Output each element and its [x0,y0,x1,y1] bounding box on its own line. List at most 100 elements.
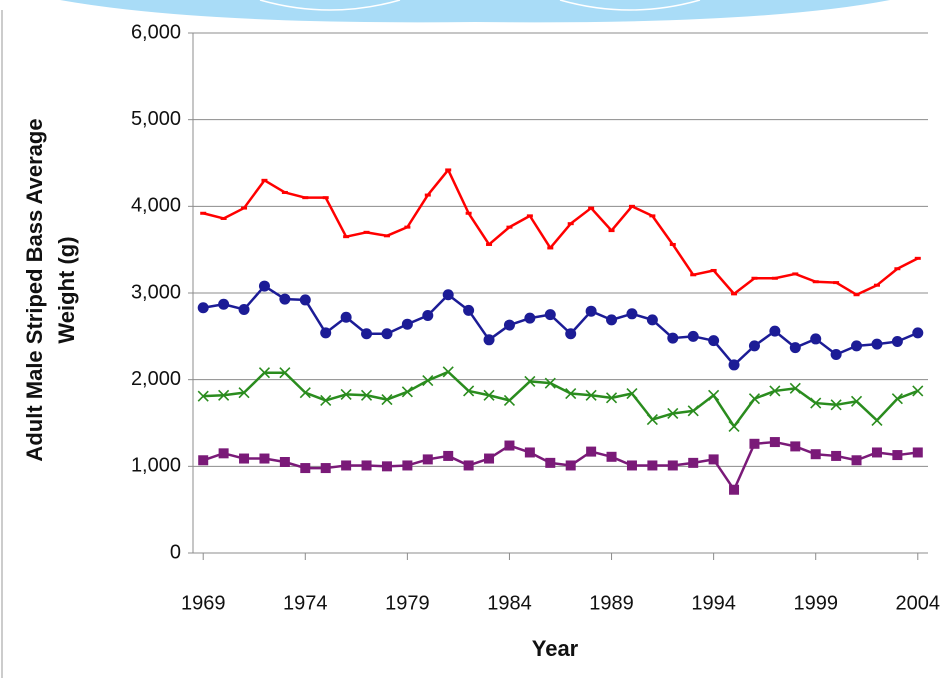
marker [769,325,781,337]
marker [789,382,801,394]
marker [585,389,597,401]
marker [320,394,332,407]
marker [320,463,331,474]
marker [565,328,577,340]
marker [626,460,637,471]
marker [524,375,536,387]
marker [442,366,454,378]
marker [259,453,270,464]
marker [790,441,801,452]
marker [626,387,638,400]
marker [258,367,271,379]
marker [401,386,413,398]
x-tick-label: 1974 [283,592,328,614]
y-tick-label: 1,000 [131,455,181,477]
marker [708,335,720,347]
marker [667,332,679,344]
marker [626,308,638,320]
marker [341,460,352,471]
marker [279,367,291,379]
marker [504,440,515,451]
marker [238,303,250,315]
marker [728,359,740,371]
x-tick-label: 2004 [896,592,941,614]
marker [279,457,290,467]
y-axis-label: Adult Male Striped Bass Average [22,118,47,461]
marker [585,305,597,317]
marker [687,405,699,417]
marker [687,330,699,342]
marker [258,280,270,292]
marker [524,312,536,324]
x-tick-label: 1989 [589,592,634,614]
marker [851,455,862,466]
marker [708,454,719,465]
x-axis-label: Year [532,636,579,661]
marker [830,349,842,361]
marker [483,389,495,401]
marker [565,460,576,471]
marker [503,394,516,407]
marker [484,453,495,464]
marker [463,460,474,471]
top-band [60,0,890,23]
marker [443,450,454,461]
marker [789,342,801,354]
y-tick-label: 6,000 [131,21,181,43]
marker [769,437,780,448]
marker [422,310,434,322]
marker [320,327,332,339]
marker [748,393,761,405]
marker [586,446,597,457]
marker [218,448,229,459]
marker [871,447,882,458]
marker [851,340,863,352]
band-curves [259,0,701,11]
marker [360,389,373,401]
x-tick-label: 1984 [487,592,532,614]
marker [442,289,454,301]
marker [912,447,923,458]
marker [830,399,842,411]
marker [422,454,433,465]
marker [483,334,495,346]
y-axis-label: Weight (g) [54,236,79,343]
marker [544,377,556,389]
marker [748,340,760,352]
marker [749,438,760,449]
marker [769,385,781,397]
marker [361,328,373,340]
marker [198,455,209,466]
marker [381,394,393,406]
marker [831,450,842,461]
x-tick-label: 1999 [793,592,838,614]
marker [708,389,720,401]
marker [545,457,556,468]
marker [422,374,434,387]
marker [688,457,699,468]
marker [646,314,658,326]
marker [810,449,821,460]
marker [871,338,883,350]
marker [892,450,903,461]
marker [463,304,475,316]
marker [810,333,822,345]
marker [524,447,535,458]
marker [401,318,413,330]
marker [891,393,903,405]
marker [238,387,250,399]
marker [606,451,617,462]
marker [565,387,577,400]
marker [646,413,658,426]
marker [605,392,618,404]
y-tick-label: 0 [170,541,181,563]
marker [544,309,556,321]
marker [647,460,658,471]
y-tick-label: 3,000 [131,281,181,303]
marker [810,397,822,409]
y-tick-label: 5,000 [131,108,181,130]
x-tick-label: 1994 [691,592,736,614]
marker [606,314,618,326]
